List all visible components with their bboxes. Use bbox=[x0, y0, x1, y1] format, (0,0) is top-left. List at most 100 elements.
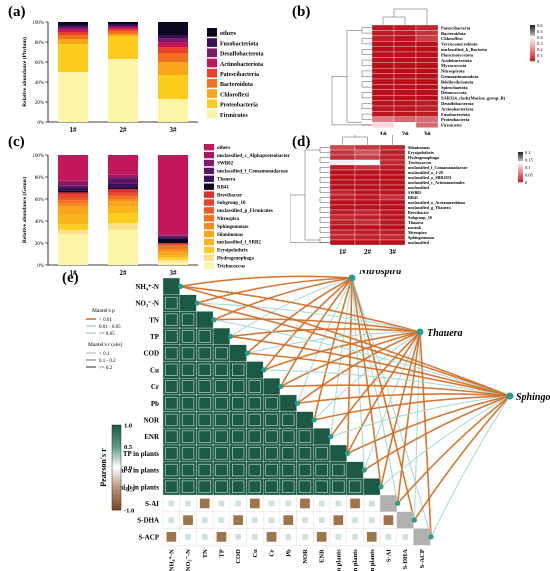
heatmap-cell bbox=[354, 229, 381, 236]
colorbar-segment bbox=[530, 44, 535, 47]
bar-segment bbox=[158, 47, 188, 53]
column-label: 1# bbox=[380, 131, 388, 135]
colorbar-segment bbox=[530, 57, 535, 60]
correlation-marker bbox=[181, 363, 195, 376]
row-dendrogram bbox=[319, 227, 330, 233]
row-label: Proteobacteria bbox=[441, 117, 470, 122]
legend-label: unclassified_p_Firmicutes bbox=[217, 209, 273, 214]
heatmap-cell bbox=[354, 174, 381, 181]
correlation-cell bbox=[162, 277, 180, 295]
bar-segment bbox=[58, 27, 88, 29]
legend-label: 0.1 - 0.2 bbox=[99, 359, 116, 364]
legend-label: < 0.1 bbox=[99, 352, 110, 357]
row-dendrogram bbox=[290, 194, 330, 243]
legend-swatch bbox=[207, 99, 217, 109]
heatmap-cell bbox=[371, 35, 395, 42]
colorbar-segment bbox=[518, 155, 523, 157]
colorbar-tick-label: 0.05 bbox=[525, 173, 534, 178]
colorbar-segment bbox=[530, 37, 535, 40]
correlation-marker bbox=[248, 397, 261, 410]
mantel-link bbox=[263, 277, 353, 371]
bar-segment bbox=[108, 27, 138, 29]
column-label: 2# bbox=[364, 248, 372, 256]
bar-segment bbox=[158, 42, 188, 47]
correlation-marker bbox=[250, 498, 260, 509]
heatmap-cell bbox=[415, 84, 439, 90]
row-label: Patescibacteria bbox=[441, 25, 471, 30]
correlation-cell bbox=[313, 428, 331, 446]
heatmap-cell bbox=[393, 57, 417, 63]
row-dendrogram bbox=[319, 207, 330, 213]
legend-label: SWB02 bbox=[217, 162, 234, 167]
column-dendrogram bbox=[393, 8, 428, 25]
correlation-marker bbox=[302, 517, 308, 523]
colorbar-segment bbox=[530, 52, 535, 55]
legend-swatch bbox=[204, 207, 214, 214]
bar-segment bbox=[108, 189, 138, 193]
bar-segment bbox=[158, 99, 188, 122]
mantel-link bbox=[247, 331, 421, 354]
legend-label: unclassified_c_Alphaproteobacteria bbox=[217, 154, 290, 159]
colorbar-segment bbox=[530, 43, 535, 46]
colorbar-segment bbox=[518, 177, 523, 180]
colorbar-tick-label: -1.0 bbox=[124, 508, 134, 515]
colorbar-segment bbox=[112, 480, 121, 483]
bar-segment bbox=[158, 155, 188, 235]
correlation-marker bbox=[366, 532, 377, 542]
correlation-marker bbox=[383, 515, 394, 525]
column-label: Chl-b in plants bbox=[369, 549, 376, 571]
correlation-marker bbox=[265, 397, 278, 410]
correlation-marker bbox=[215, 480, 228, 493]
correlation-marker bbox=[232, 430, 245, 443]
correlation-marker bbox=[282, 463, 295, 477]
row-dendrogram bbox=[361, 92, 372, 99]
bar-segment bbox=[108, 24, 138, 26]
heatmap-cell bbox=[379, 214, 406, 221]
correlation-marker bbox=[165, 463, 178, 477]
y-tick-label: 80% bbox=[35, 41, 44, 46]
legend-swatch bbox=[207, 68, 217, 78]
row-label: COD bbox=[143, 350, 159, 358]
y-tick-label: 0% bbox=[37, 264, 44, 269]
correlation-marker bbox=[165, 296, 178, 310]
heatmap-cell bbox=[415, 73, 439, 80]
y-tick-label: 0% bbox=[37, 121, 44, 126]
bar-segment bbox=[158, 75, 188, 99]
correlation-marker bbox=[348, 480, 362, 493]
row-label: Thauera bbox=[408, 220, 424, 225]
column-label: COD bbox=[235, 549, 242, 564]
legend-label: >= 0.2 bbox=[99, 366, 113, 371]
column-label: 3# bbox=[389, 248, 397, 256]
heatmap-cell bbox=[371, 78, 395, 85]
x-tick-label: 1# bbox=[70, 126, 78, 134]
correlation-marker bbox=[232, 480, 245, 493]
correlation-marker bbox=[218, 500, 225, 507]
colorbar-segment bbox=[112, 454, 121, 458]
bar-segment bbox=[158, 38, 188, 42]
colorbar-segment bbox=[112, 482, 121, 485]
correlation-marker bbox=[335, 534, 342, 540]
taxon-label: Nitrospira bbox=[358, 270, 401, 277]
heatmap-cell bbox=[354, 209, 381, 216]
row-label: unclassified_k_Bacteria bbox=[441, 47, 487, 52]
panel-label-c: (c) bbox=[8, 134, 25, 150]
variable-node bbox=[194, 300, 200, 306]
mantel-link bbox=[197, 277, 353, 304]
heatmap-cell bbox=[393, 100, 417, 107]
colorbar-segment bbox=[518, 159, 523, 162]
row-label: TN bbox=[149, 316, 159, 324]
mantel-link bbox=[413, 395, 511, 521]
heatmap-cell bbox=[415, 116, 439, 123]
bar-segment bbox=[58, 180, 88, 183]
bar-segment bbox=[58, 234, 88, 265]
heatmap-cell bbox=[379, 189, 406, 196]
colorbar-segment bbox=[112, 497, 121, 500]
colorbar-tick-label: 0.5 bbox=[537, 29, 543, 34]
bar-segment bbox=[58, 29, 88, 32]
legend-label: Firmicutes bbox=[220, 113, 248, 119]
mantel-link bbox=[363, 395, 511, 471]
heatmap-cell bbox=[393, 46, 417, 53]
heatmap-cell bbox=[329, 209, 356, 216]
colorbar-segment bbox=[518, 153, 523, 156]
colorbar-segment bbox=[112, 456, 121, 460]
